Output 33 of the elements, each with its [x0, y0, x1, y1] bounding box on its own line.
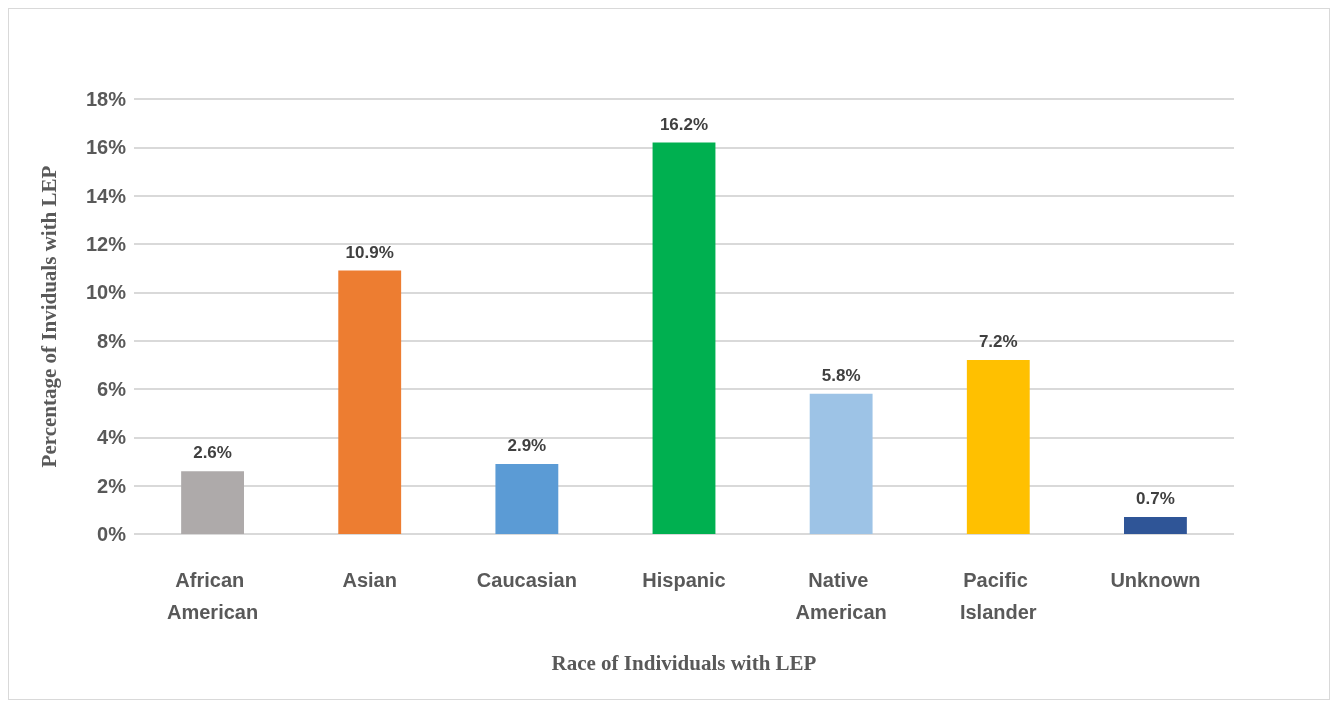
- bar: [1124, 517, 1187, 534]
- y-tick-label: 16%: [85, 136, 127, 159]
- bar: [495, 463, 559, 534]
- x-axis-title: Race of Individuals with LEP: [551, 650, 817, 675]
- x-tick-label: Hispanic: [642, 569, 726, 591]
- data-label: 2.9%: [507, 435, 547, 455]
- y-tick-label: 0%: [97, 523, 127, 545]
- data-label: 10.9%: [345, 242, 394, 262]
- y-tick-label: 18%: [85, 88, 127, 110]
- data-label: 0.7%: [1136, 489, 1175, 509]
- y-tick-label: 2%: [97, 474, 127, 497]
- y-tick-label: 12%: [85, 233, 127, 255]
- y-tick-label: 6%: [97, 378, 127, 400]
- bar: [338, 270, 402, 534]
- y-tick-label: 10%: [85, 281, 127, 304]
- data-label: 16.2%: [659, 114, 709, 134]
- x-tick-label: Caucasian: [476, 569, 577, 591]
- data-label: 5.8%: [821, 365, 861, 385]
- x-tick-label: African American: [166, 569, 259, 623]
- data-label: 7.2%: [978, 332, 1018, 351]
- bar: [809, 393, 873, 534]
- y-tick-label: 4%: [97, 426, 127, 449]
- x-tick-label: Native American: [795, 569, 887, 623]
- x-tick-label: Asian: [342, 569, 397, 591]
- bar: [181, 471, 244, 534]
- bar: [652, 142, 716, 534]
- x-tick-label: Pacific Islander: [959, 569, 1037, 623]
- y-axis-title: Percentage of Inviduals with LEP: [36, 165, 61, 468]
- bar: [966, 360, 1030, 534]
- data-label: 2.6%: [193, 443, 232, 463]
- y-tick-label: 8%: [97, 329, 127, 352]
- x-tick-label: Unknown: [1110, 569, 1201, 591]
- y-tick-label: 14%: [85, 184, 127, 207]
